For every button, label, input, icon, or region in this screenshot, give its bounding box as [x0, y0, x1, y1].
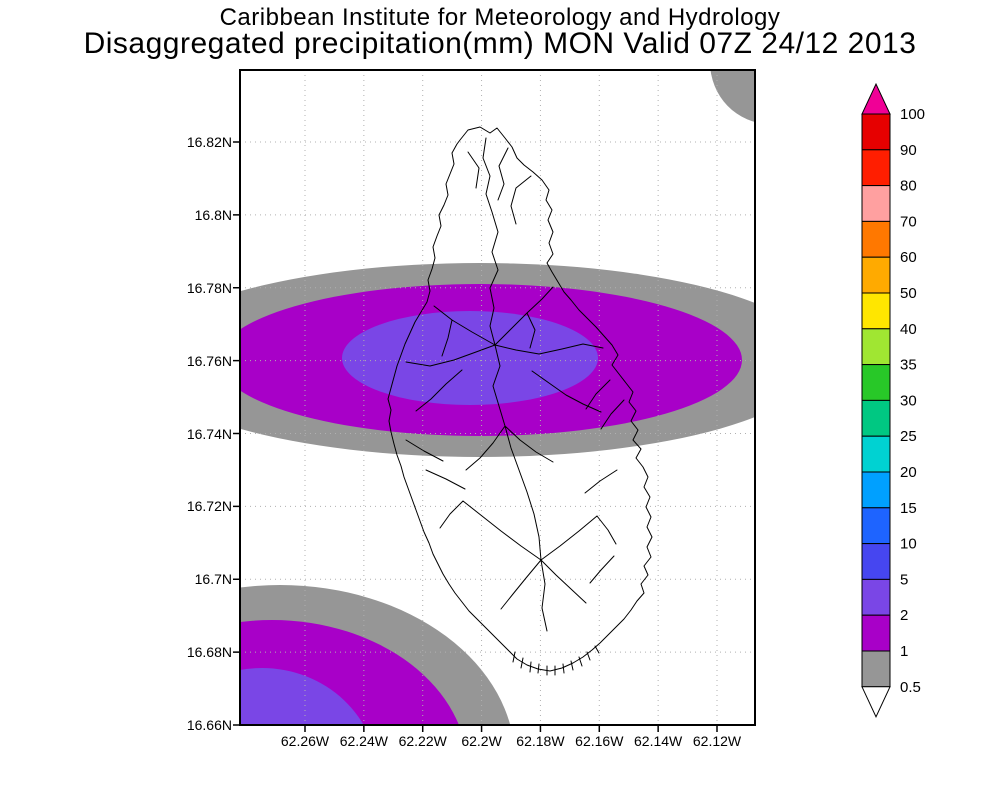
legend-color-band [861, 578, 891, 616]
legend-level-label: 10 [900, 536, 917, 553]
legend-level-label: 30 [900, 392, 917, 409]
legend-level-label: 70 [900, 213, 917, 230]
legend-color-band [861, 149, 891, 187]
island-montserrat [387, 126, 653, 676]
legend-color-band [861, 364, 891, 401]
legend-level-label: 15 [900, 500, 917, 517]
legend-level-label: 80 [900, 178, 917, 195]
legend-level-label: 2 [900, 607, 908, 624]
legend-color-band [861, 185, 891, 222]
island-stream-network [405, 137, 625, 632]
legend-color-band [861, 650, 891, 688]
island-south-coast-hatch [512, 645, 600, 676]
legend-level-label: 20 [900, 464, 917, 481]
island-coastline [387, 126, 653, 672]
legend-arrow-bottom [861, 686, 891, 718]
legend-arrow-top [861, 82, 891, 115]
legend-level-label: 100 [900, 106, 925, 123]
legend-level-label: 90 [900, 142, 917, 159]
legend-color-band [861, 328, 891, 366]
legend-color-band [861, 435, 891, 473]
legend-color-band [861, 220, 891, 258]
legend-color-band [861, 256, 891, 294]
legend-level-label: 50 [900, 285, 917, 302]
axis-tick-marks [233, 141, 718, 732]
contour-southwest-violet [240, 668, 364, 725]
legend-color-band [861, 292, 891, 330]
legend-color-band [861, 614, 891, 652]
contour-northeast-gray [710, 70, 755, 123]
legend-level-label: 25 [900, 428, 917, 445]
legend-color-band [861, 399, 891, 437]
legend-color-band [861, 113, 891, 151]
color-scale-legend: 100 90 80 70 60 50 40 35 30 25 20 15 10 5 2 1 0.5 [861, 82, 925, 718]
legend-level-label: 1 [900, 643, 908, 660]
legend-level-label: 40 [900, 321, 917, 338]
legend-color-band [861, 471, 891, 509]
plot-frame [239, 69, 756, 726]
contour-shading [240, 70, 755, 725]
legend-color-band [861, 507, 891, 545]
gridlines [240, 70, 755, 725]
legend-level-label: 35 [900, 357, 917, 374]
plot-title: Disaggregated precipitation(mm) MON Vali… [83, 27, 917, 60]
legend-level-label: 5 [900, 571, 908, 588]
legend-color-band [861, 543, 891, 580]
legend-level-label: 0.5 [900, 679, 921, 696]
institute-title: Caribbean Institute for Meteorology and … [219, 4, 781, 31]
legend-level-label: 60 [900, 249, 917, 266]
